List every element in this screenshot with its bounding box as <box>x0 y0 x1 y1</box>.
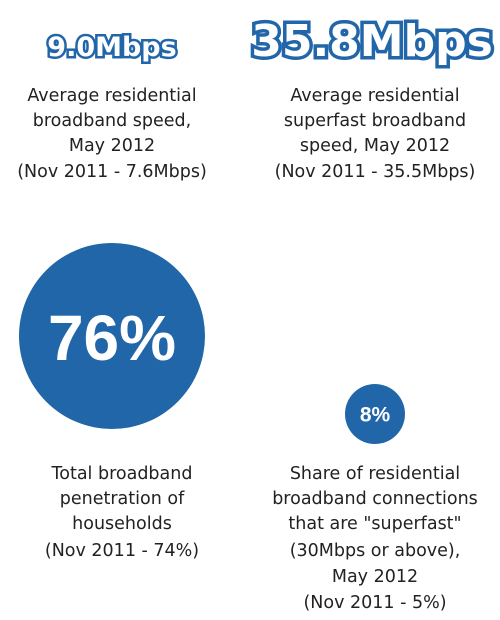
stat-value: 8% <box>360 404 391 427</box>
description-line: (Nov 2011 - 35.5Mbps) <box>275 162 476 182</box>
stat-value: 35.8Mbps <box>251 16 493 67</box>
description-line: Average residential <box>290 86 459 106</box>
description-line: Total broadband <box>51 464 193 484</box>
description-line: superfast broadband <box>284 111 466 131</box>
description: Average residential superfast broadband … <box>275 86 476 182</box>
circle <box>19 243 205 429</box>
description-line: broadband connections <box>272 489 478 509</box>
description-line: households <box>72 514 172 534</box>
description-line: Average residential <box>27 86 196 106</box>
description-line: May 2012 <box>332 567 418 587</box>
description-line: (Nov 2011 - 5%) <box>303 593 446 613</box>
circle <box>345 384 405 444</box>
description-line: speed, May 2012 <box>300 136 450 156</box>
description-line: penetration of <box>60 489 185 509</box>
description-line: May 2012 <box>69 136 155 156</box>
description-line: broadband speed, <box>33 111 191 131</box>
description-line: that are "superfast" <box>288 514 461 534</box>
stat-value: 76% <box>48 302 176 374</box>
description: Average residential broadband speed, May… <box>17 86 207 182</box>
description: Total broadband penetration of household… <box>45 464 199 561</box>
description-line: (Nov 2011 - 7.6Mbps) <box>17 162 207 182</box>
description: Share of residential broadband connectio… <box>272 464 478 613</box>
stat-value: 9.0Mbps <box>47 32 176 63</box>
description-line: Share of residential <box>290 464 460 484</box>
description-line: (Nov 2011 - 74%) <box>45 541 199 561</box>
description-line: (30Mbps or above), <box>290 541 461 561</box>
